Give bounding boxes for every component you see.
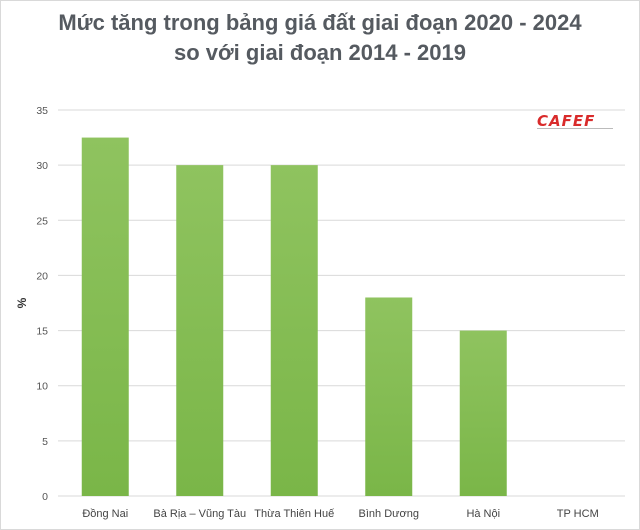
x-category-label: Đồng Nai [82,508,128,520]
y-tick-label: 25 [36,215,48,227]
gridlines [58,109,625,497]
chart-title-line-1: Mức tăng trong bảng giá đất giai đoạn 20… [58,10,582,35]
bar-3 [365,297,413,496]
x-axis-categories: Đồng Nai Bà Rịa – Vũng Tàu Thừa Thiên Huế B… [82,508,598,520]
cafef-logo: CAFEF [537,112,613,130]
bar-0 [81,137,129,497]
bar-4 [459,330,507,496]
y-tick-label: 15 [36,326,48,338]
x-category-label: Hà Nội [466,508,500,520]
bar-2 [270,165,318,496]
y-tick-label: 10 [36,381,48,393]
chart-title-line-2: so với giai đoạn 2014 - 2019 [174,40,466,65]
y-axis-label: % [15,297,29,308]
x-category-label: Bình Dương [359,508,419,520]
logo-text: CAFEF [537,112,595,130]
bar-1 [176,165,224,496]
y-tick-label: 30 [36,160,48,172]
y-tick-label: 35 [36,105,48,117]
y-axis-ticks: 0 5 10 15 20 25 30 35 [36,105,48,503]
y-tick-label: 5 [42,436,48,448]
y-tick-label: 20 [36,270,48,282]
x-category-label: Bà Rịa – Vũng Tàu [153,508,246,520]
bars [81,137,507,497]
x-category-label: Thừa Thiên Huế [254,508,334,520]
x-category-label: TP HCM [557,508,599,520]
y-tick-label: 0 [42,491,48,503]
